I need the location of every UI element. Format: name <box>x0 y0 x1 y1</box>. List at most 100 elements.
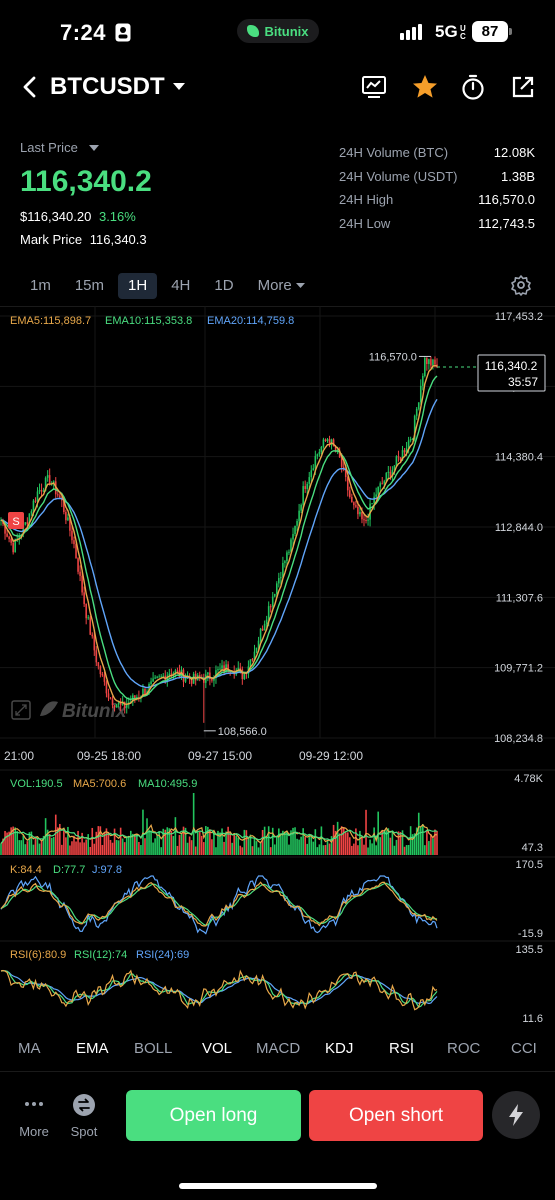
volume-bar <box>138 841 140 855</box>
network-label: 5G <box>435 22 458 41</box>
candle-body <box>150 681 152 685</box>
tab-1h[interactable]: 1H <box>118 273 158 299</box>
candle-body <box>280 577 282 579</box>
volume-bar <box>48 834 51 855</box>
vol-ma10-line <box>0 828 438 844</box>
volume-bar <box>407 844 410 855</box>
tab-more[interactable]: More <box>248 273 315 299</box>
candle-body <box>391 469 394 477</box>
volume-bar <box>278 828 280 855</box>
candle-body <box>377 486 379 495</box>
chart-board-icon[interactable] <box>359 72 389 102</box>
x-axis: 21:00 09-25 18:00 09-27 15:00 09-29 12:0… <box>4 749 363 763</box>
tab-ma[interactable]: MA <box>18 1040 41 1057</box>
quick-trade-button[interactable] <box>492 1091 540 1139</box>
candle-body <box>298 510 300 521</box>
volume-bar <box>359 830 361 855</box>
share-icon[interactable] <box>508 72 538 102</box>
y-tick-label: 108,234.8 <box>494 733 543 745</box>
tab-1m[interactable]: 1m <box>30 277 51 294</box>
kdj-min-label: -15.9 <box>518 928 543 940</box>
volume-bar <box>349 837 351 855</box>
tab-ema[interactable]: EMA <box>76 1040 109 1057</box>
volume-bar <box>269 847 272 855</box>
volume-bar <box>324 844 327 855</box>
candle-body <box>332 439 335 447</box>
volume-bar <box>156 834 158 855</box>
tab-rsi[interactable]: RSI <box>389 1040 415 1057</box>
candle-body <box>316 454 319 457</box>
volume-bar <box>316 847 319 855</box>
candle-body <box>397 456 400 458</box>
ma5-legend: MA5:700.6 <box>73 778 126 790</box>
rsi6-legend: RSI(6):80.9 <box>10 949 66 961</box>
favorite-star-icon[interactable] <box>410 72 440 102</box>
open-short-button[interactable]: Open short <box>309 1090 483 1141</box>
open-long-button[interactable]: Open long <box>126 1090 301 1141</box>
candle-body <box>269 606 272 608</box>
volume-bar <box>320 826 323 855</box>
tab-15m[interactable]: 15m <box>74 277 105 294</box>
back-arrow-icon[interactable] <box>18 72 46 102</box>
volume-bar <box>332 824 335 855</box>
volume-bar <box>107 831 110 855</box>
volume-bar <box>292 827 294 855</box>
app-status-pill: Bitunix <box>237 19 319 43</box>
volume-bar <box>267 826 270 855</box>
d-legend: D:77.7 <box>53 864 85 876</box>
tab-vol[interactable]: VOL <box>202 1040 233 1057</box>
tab-1d[interactable]: 1D <box>214 277 234 294</box>
candle-body <box>174 670 177 674</box>
volume-bar <box>255 841 258 855</box>
gear-icon[interactable] <box>510 274 532 296</box>
candle-body <box>93 636 96 651</box>
volume-bar <box>125 837 128 855</box>
tab-macd[interactable]: MACD <box>256 1040 301 1057</box>
spot-action[interactable]: Spot <box>64 1093 104 1139</box>
volume-bar <box>207 826 209 855</box>
volume-bar <box>379 837 382 855</box>
candle-body <box>393 465 396 470</box>
volume-bar <box>215 847 217 855</box>
volume-bar <box>249 834 252 855</box>
timer-icon[interactable] <box>458 72 488 102</box>
volume-bar <box>26 841 29 855</box>
tab-boll[interactable]: BOLL <box>134 1040 173 1057</box>
tab-kdj[interactable]: KDJ <box>325 1040 354 1057</box>
candle-body <box>239 667 242 670</box>
volume-bar <box>340 826 343 855</box>
tab-cci[interactable]: CCI <box>511 1040 537 1057</box>
volume-bar <box>290 830 292 855</box>
volume-bar <box>284 831 286 855</box>
candle-body <box>255 647 258 652</box>
rsi6-line <box>0 969 438 1011</box>
candle-body <box>4 523 6 534</box>
candle-body <box>213 677 215 681</box>
candle-body <box>16 538 19 540</box>
candle-body <box>363 519 365 521</box>
candle-body <box>361 511 363 520</box>
more-action[interactable]: More <box>14 1095 54 1139</box>
volume-bar <box>308 834 311 855</box>
candle-body <box>202 679 205 683</box>
volume-bar <box>20 840 23 855</box>
tab-roc[interactable]: ROC <box>447 1040 481 1057</box>
volume-bar <box>300 836 302 855</box>
candle-body <box>373 496 375 504</box>
candle-body <box>355 505 357 507</box>
ema5-legend: EMA5:115,898.7 <box>10 315 91 327</box>
candle-body <box>158 676 160 678</box>
main-price-chart[interactable]: Bitunix 117,453.2115,916.8114,380.4112,8… <box>0 306 555 786</box>
symbol-selector[interactable]: BTCUSDT <box>50 73 185 101</box>
candle-body <box>79 571 81 576</box>
tab-4h[interactable]: 4H <box>171 277 191 294</box>
last-price-selector[interactable]: Last Price <box>20 140 100 155</box>
volume-bar <box>322 845 325 855</box>
candle-body <box>403 450 406 453</box>
ema10-line <box>0 375 438 701</box>
candle-body <box>428 359 430 365</box>
volume-bar <box>38 843 41 855</box>
ema20-legend: EMA20:114,759.8 <box>207 315 294 327</box>
volume-bar <box>117 840 120 855</box>
caret-down-icon <box>295 283 305 288</box>
